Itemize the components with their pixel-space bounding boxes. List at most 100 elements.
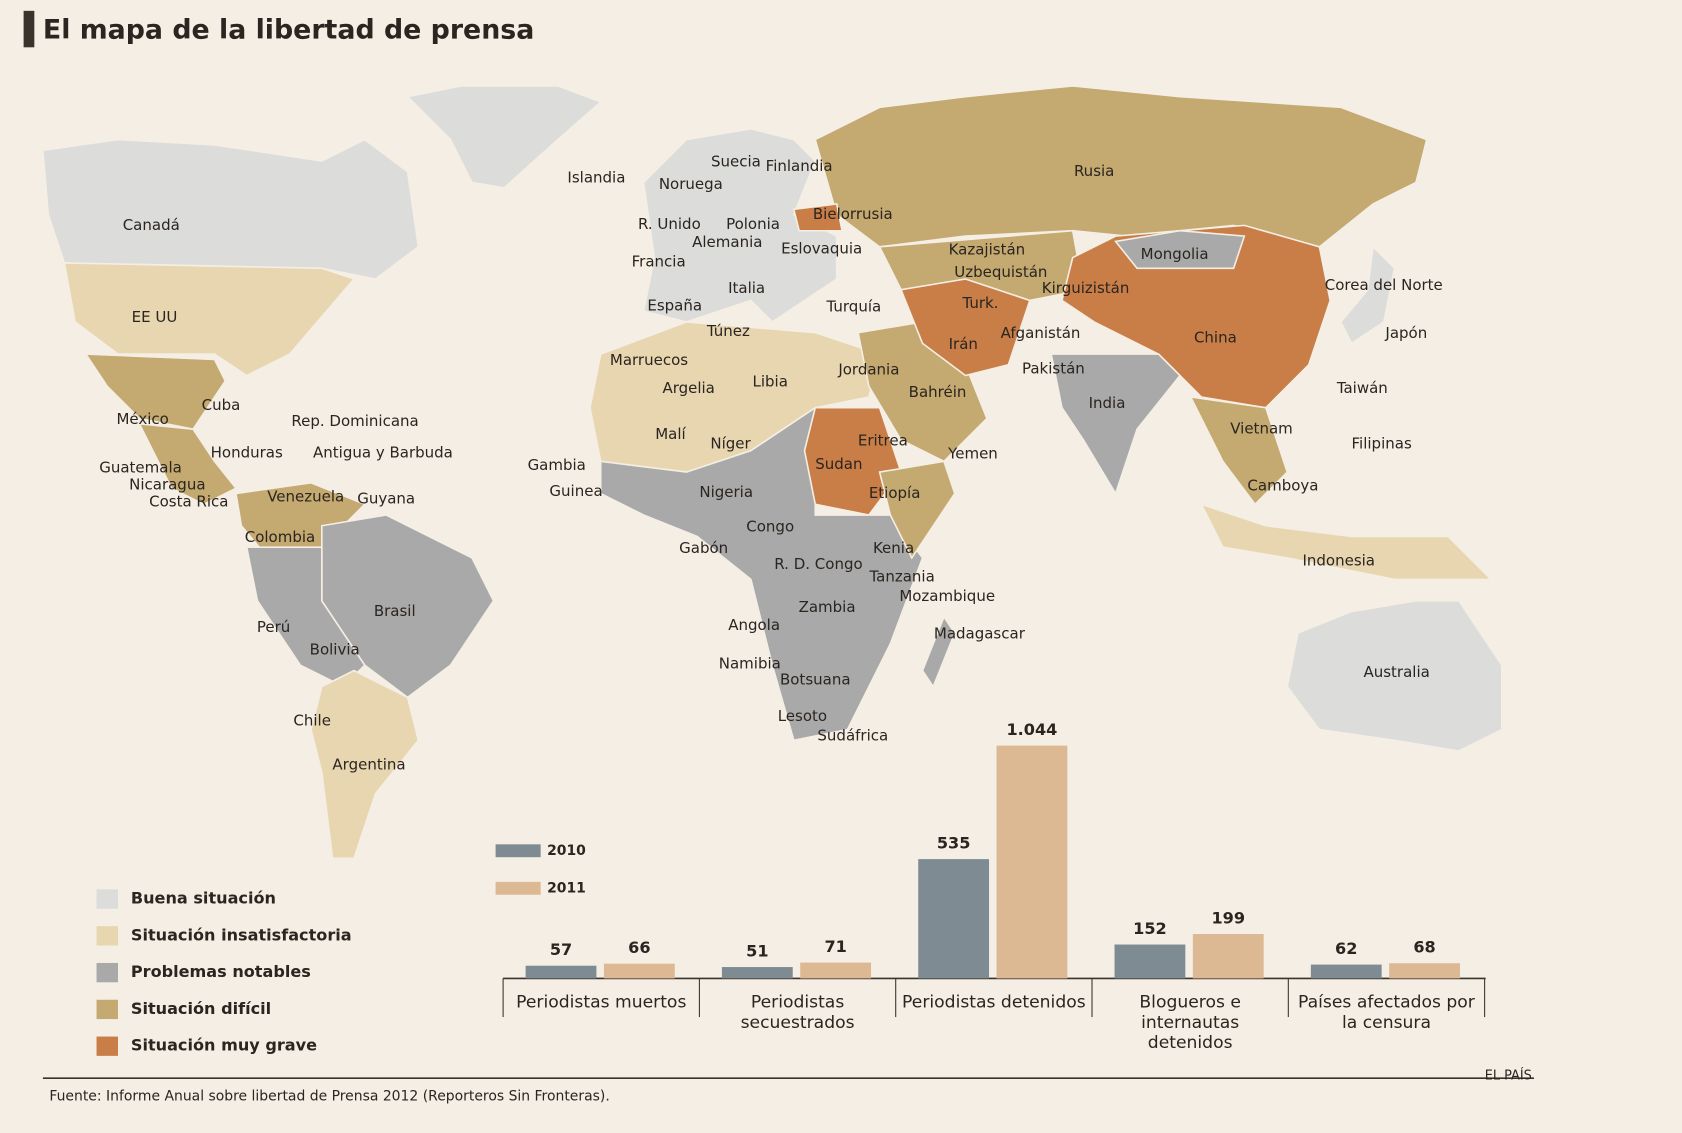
country-label: R. Unido — [638, 215, 701, 233]
region — [814, 85, 1428, 248]
country-label: China — [1194, 329, 1237, 347]
category-box: Blogueros e internautas detenidos — [1139, 991, 1241, 1052]
category-label: Países afectados por la censura — [1298, 991, 1475, 1033]
legend-label: Situación muy grave — [131, 1036, 317, 1055]
region — [899, 278, 1031, 377]
region — [803, 406, 902, 516]
country-label: Angola — [728, 616, 780, 634]
country-label: Tanzania — [868, 568, 934, 586]
legend-label: 2010 — [547, 843, 586, 859]
category-box: Países afectados por la censura — [1298, 991, 1475, 1033]
country-label: Guatemala — [99, 458, 182, 476]
legend-swatch — [96, 889, 118, 909]
region — [63, 262, 356, 377]
country-label: Níger — [710, 435, 751, 453]
legend-swatch — [96, 1036, 118, 1056]
region — [1114, 229, 1246, 270]
region — [1339, 245, 1396, 345]
legend-label: Buena situación — [131, 889, 276, 908]
country-label: Eritrea — [858, 431, 908, 449]
country-label: Costa Rica — [149, 493, 228, 511]
country-label: Alemania — [692, 233, 762, 251]
country-label: Bielorrusia — [813, 205, 893, 223]
region — [642, 128, 838, 323]
value-label: 62 — [1335, 939, 1357, 958]
region — [42, 138, 420, 280]
country-label: Turk. — [961, 294, 998, 312]
region — [1286, 600, 1503, 752]
country-label: Mongolia — [1141, 245, 1209, 263]
country-label: Afganistán — [1001, 324, 1081, 342]
country-label: Congo — [746, 517, 794, 535]
country-label: Australia — [1363, 663, 1429, 681]
country-label: Irán — [949, 335, 978, 353]
bar — [800, 962, 872, 979]
country-label: Kenia — [873, 539, 914, 557]
country-label: Suecia — [711, 153, 761, 171]
value-label: 535 — [937, 834, 971, 853]
country-label: Canadá — [123, 216, 180, 234]
region — [878, 460, 956, 560]
country-label: Bolivia — [310, 641, 360, 659]
country-label: Japón — [1384, 324, 1427, 342]
country-label: Italia — [728, 279, 765, 297]
country-label: EE UU — [132, 308, 178, 326]
region — [310, 669, 420, 860]
country-label: Guinea — [549, 482, 602, 500]
credit: EL PAÍS — [1485, 1068, 1532, 1084]
legend-label: 2011 — [547, 880, 586, 896]
country-label: Madagascar — [934, 625, 1026, 643]
country-label: Brasil — [374, 602, 416, 620]
country-label: Antigua y Barbuda — [313, 443, 453, 461]
region — [1189, 395, 1289, 506]
country-label: Etiopía — [869, 484, 921, 502]
legend-swatch — [96, 926, 118, 946]
country-label: Jordania — [837, 361, 899, 379]
country-label: Colombia — [245, 528, 316, 546]
country-label: R. D. Congo — [774, 555, 862, 573]
title-bar — [23, 10, 35, 48]
legend-swatch — [495, 881, 541, 895]
category-label: Periodistas muertos — [516, 991, 687, 1012]
country-label: Gabón — [679, 539, 728, 557]
country-label: Vietnam — [1230, 420, 1293, 438]
country-label: Camboya — [1247, 477, 1318, 495]
country-label: Corea del Norte — [1325, 276, 1443, 294]
category-box: Periodistas secuestrados — [740, 991, 855, 1033]
country-label: Taiwán — [1336, 379, 1388, 397]
category-label: Periodistas detenidos — [902, 991, 1086, 1012]
country-label: Argentina — [332, 755, 405, 773]
country-label: Sudáfrica — [817, 726, 888, 744]
country-label: India — [1089, 394, 1126, 412]
bar — [525, 965, 597, 979]
country-label: Indonesia — [1302, 552, 1375, 570]
bar — [1389, 963, 1460, 979]
bar — [603, 963, 675, 979]
world-map — [42, 85, 1503, 860]
bar — [1192, 934, 1264, 979]
value-label: 51 — [746, 942, 768, 961]
bar — [721, 967, 793, 979]
legend-label: Situación insatisfactoria — [131, 925, 352, 944]
country-label: Yemen — [947, 444, 998, 462]
bar — [918, 859, 990, 979]
category-label: Periodistas secuestrados — [740, 991, 855, 1033]
value-label: 71 — [824, 937, 846, 956]
country-label: México — [116, 410, 168, 428]
country-label: Islandia — [567, 169, 625, 187]
legend-label: Situación difícil — [131, 999, 271, 1018]
country-label: Túnez — [706, 322, 750, 340]
country-label: Kirguizistán — [1042, 279, 1130, 297]
country-label: Eslovaquia — [781, 239, 862, 257]
legend-label: Problemas notables — [131, 962, 311, 981]
country-label: España — [647, 296, 702, 314]
value-label: 68 — [1413, 938, 1435, 957]
region — [921, 615, 956, 689]
bar — [996, 745, 1068, 979]
region — [405, 85, 603, 189]
region — [792, 203, 844, 232]
region — [1199, 502, 1494, 581]
country-label: Venezuela — [267, 487, 344, 505]
country-label: Bahréin — [909, 383, 967, 401]
